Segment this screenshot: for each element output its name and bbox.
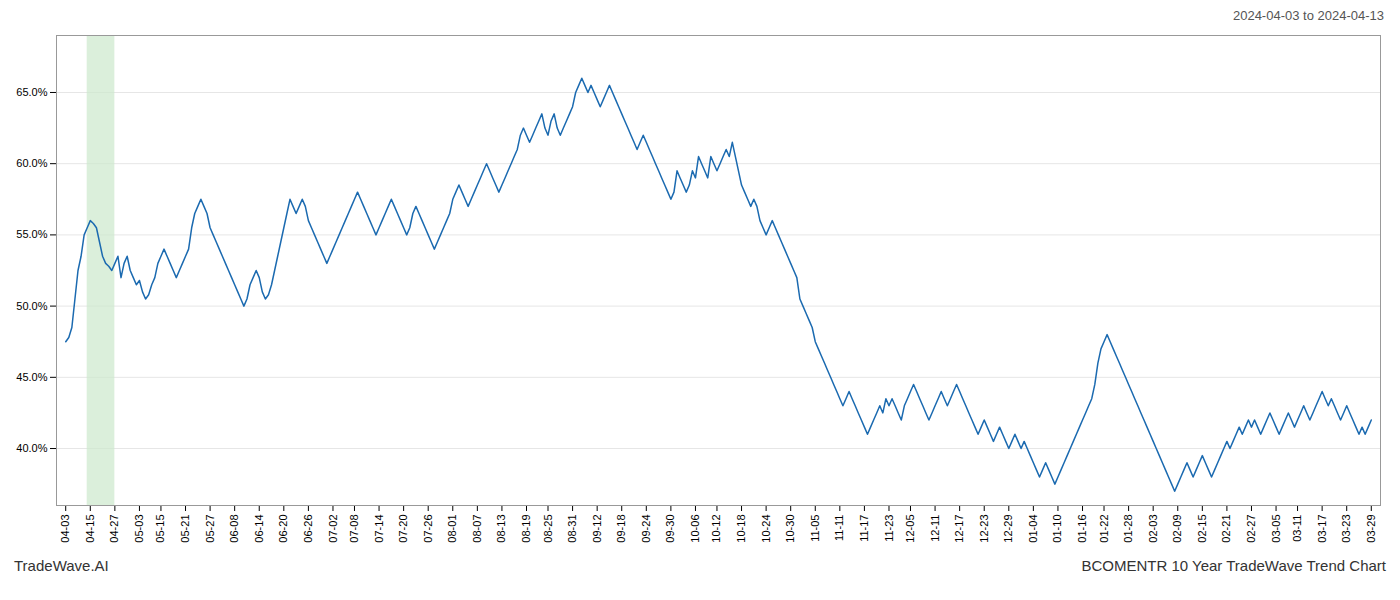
svg-text:07-20: 07-20 — [397, 515, 409, 543]
svg-text:08-25: 08-25 — [542, 515, 554, 543]
svg-text:03-29: 03-29 — [1365, 515, 1377, 543]
svg-text:45.0%: 45.0% — [16, 371, 47, 383]
svg-text:08-19: 08-19 — [520, 515, 532, 543]
svg-text:05-21: 05-21 — [179, 515, 191, 543]
svg-text:11-17: 11-17 — [858, 515, 870, 542]
svg-text:09-24: 09-24 — [640, 515, 652, 543]
svg-text:07-26: 07-26 — [422, 515, 434, 543]
svg-text:08-01: 08-01 — [446, 515, 458, 543]
svg-text:11-05: 11-05 — [809, 515, 821, 542]
svg-text:08-07: 08-07 — [471, 515, 483, 543]
svg-text:02-21: 02-21 — [1220, 515, 1232, 543]
svg-text:01-10: 01-10 — [1051, 515, 1063, 543]
svg-text:01-28: 01-28 — [1122, 515, 1134, 543]
svg-text:09-12: 09-12 — [591, 515, 603, 543]
svg-text:10-06: 10-06 — [689, 515, 701, 543]
svg-text:65.0%: 65.0% — [16, 86, 47, 98]
svg-text:10-30: 10-30 — [784, 515, 796, 543]
svg-text:12-29: 12-29 — [1002, 515, 1014, 543]
svg-text:08-13: 08-13 — [495, 515, 507, 543]
svg-text:01-22: 01-22 — [1098, 515, 1110, 543]
html-text:BCOMENTR 10 Year TradeWave Tre: BCOMENTR 10 Year TradeWave Trend Chart — [1081, 557, 1386, 574]
svg-text:06-20: 06-20 — [277, 515, 289, 543]
svg-text:05-15: 05-15 — [154, 515, 166, 543]
svg-text:04-27: 04-27 — [108, 515, 120, 543]
svg-text:08-31: 08-31 — [566, 515, 578, 543]
svg-text:03-17: 03-17 — [1316, 515, 1328, 543]
svg-text:11-23: 11-23 — [883, 515, 895, 542]
svg-text:11-11: 11-11 — [833, 515, 845, 542]
svg-text:04-15: 04-15 — [84, 515, 96, 543]
svg-text:03-05: 03-05 — [1270, 515, 1282, 543]
svg-text:07-14: 07-14 — [373, 515, 385, 543]
svg-text:05-03: 05-03 — [133, 515, 145, 543]
svg-text:10-18: 10-18 — [735, 515, 747, 543]
svg-text:01-04: 01-04 — [1027, 515, 1039, 543]
html-text:2024-04-03 to 2024-04-13: 2024-04-03 to 2024-04-13 — [1232, 8, 1384, 23]
svg-text:10-24: 10-24 — [760, 515, 772, 543]
svg-text:02-15: 02-15 — [1196, 515, 1208, 543]
svg-text:60.0%: 60.0% — [16, 157, 47, 169]
svg-text:40.0%: 40.0% — [16, 442, 47, 454]
svg-text:03-11: 03-11 — [1291, 515, 1303, 542]
svg-text:02-27: 02-27 — [1245, 515, 1257, 543]
svg-text:05-27: 05-27 — [204, 515, 216, 543]
svg-text:02-09: 02-09 — [1171, 515, 1183, 543]
svg-text:04-03: 04-03 — [59, 515, 71, 543]
svg-text:12-11: 12-11 — [929, 515, 941, 542]
svg-text:09-18: 09-18 — [615, 515, 627, 543]
svg-text:09-30: 09-30 — [664, 515, 676, 543]
svg-text:01-16: 01-16 — [1076, 515, 1088, 543]
html-text:TradeWave.AI: TradeWave.AI — [14, 557, 109, 574]
svg-text:07-02: 07-02 — [326, 515, 338, 543]
svg-text:12-23: 12-23 — [978, 515, 990, 543]
svg-text:03-23: 03-23 — [1340, 515, 1352, 543]
svg-text:07-08: 07-08 — [348, 515, 360, 543]
svg-text:02-03: 02-03 — [1147, 515, 1159, 543]
svg-text:06-26: 06-26 — [302, 515, 314, 543]
svg-text:12-05: 12-05 — [904, 515, 916, 543]
svg-text:55.0%: 55.0% — [16, 228, 47, 240]
svg-text:12-17: 12-17 — [953, 515, 965, 543]
svg-text:06-14: 06-14 — [253, 515, 265, 543]
svg-text:06-08: 06-08 — [228, 515, 240, 543]
svg-text:10-12: 10-12 — [710, 515, 722, 543]
svg-text:50.0%: 50.0% — [16, 300, 47, 312]
